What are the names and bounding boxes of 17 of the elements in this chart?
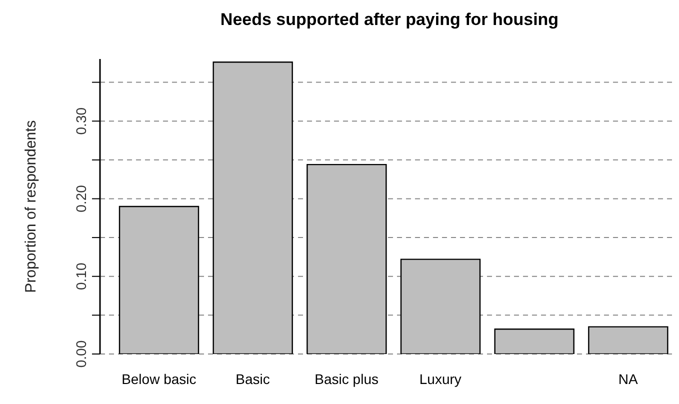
x-tick-label: Basic plus <box>314 370 378 387</box>
bar <box>588 326 668 354</box>
bar <box>118 206 200 354</box>
y-tick-label: 0.10 <box>73 262 89 290</box>
x-tick-label: Luxury <box>419 370 462 387</box>
bar <box>306 164 387 354</box>
x-tick-label: Basic <box>236 370 270 387</box>
x-tick-label: NA <box>618 370 638 387</box>
y-axis-title: Proportion of respondents <box>22 120 40 293</box>
bar <box>212 62 293 354</box>
chart-title: Needs supported after paying for housing <box>219 10 560 30</box>
bar <box>400 258 481 354</box>
bar <box>494 328 574 354</box>
y-tick-label: 0.30 <box>73 107 89 135</box>
x-tick-label: Below basic <box>122 370 196 387</box>
y-tick-label: 0.20 <box>73 184 89 212</box>
y-tick-label: 0.00 <box>73 340 89 368</box>
